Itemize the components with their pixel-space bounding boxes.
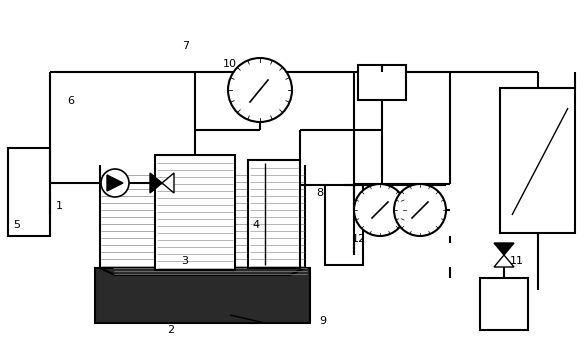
Text: 12: 12 (352, 234, 366, 244)
Text: 4: 4 (252, 220, 259, 230)
Text: 7: 7 (182, 41, 189, 51)
Bar (95, 268, 310, 323)
Bar (358, 65, 406, 100)
Text: 8: 8 (316, 188, 323, 198)
Text: 11: 11 (510, 256, 524, 266)
Text: 5: 5 (13, 220, 20, 230)
Text: 1: 1 (56, 201, 63, 211)
Bar (500, 88, 575, 233)
Polygon shape (494, 243, 514, 255)
Text: 6: 6 (67, 96, 74, 106)
Text: 10: 10 (223, 59, 237, 69)
Circle shape (101, 169, 129, 197)
Bar (248, 160, 300, 268)
Text: 9: 9 (319, 316, 326, 326)
Bar (155, 155, 235, 270)
Bar (480, 278, 528, 330)
Text: 2: 2 (167, 325, 174, 335)
Polygon shape (494, 255, 514, 267)
Text: 3: 3 (182, 256, 189, 266)
Polygon shape (150, 173, 162, 193)
Circle shape (394, 184, 446, 236)
Polygon shape (107, 175, 123, 191)
Bar (8, 148, 50, 236)
Circle shape (354, 184, 406, 236)
Circle shape (228, 58, 292, 122)
Polygon shape (162, 173, 174, 193)
Bar (325, 185, 363, 265)
